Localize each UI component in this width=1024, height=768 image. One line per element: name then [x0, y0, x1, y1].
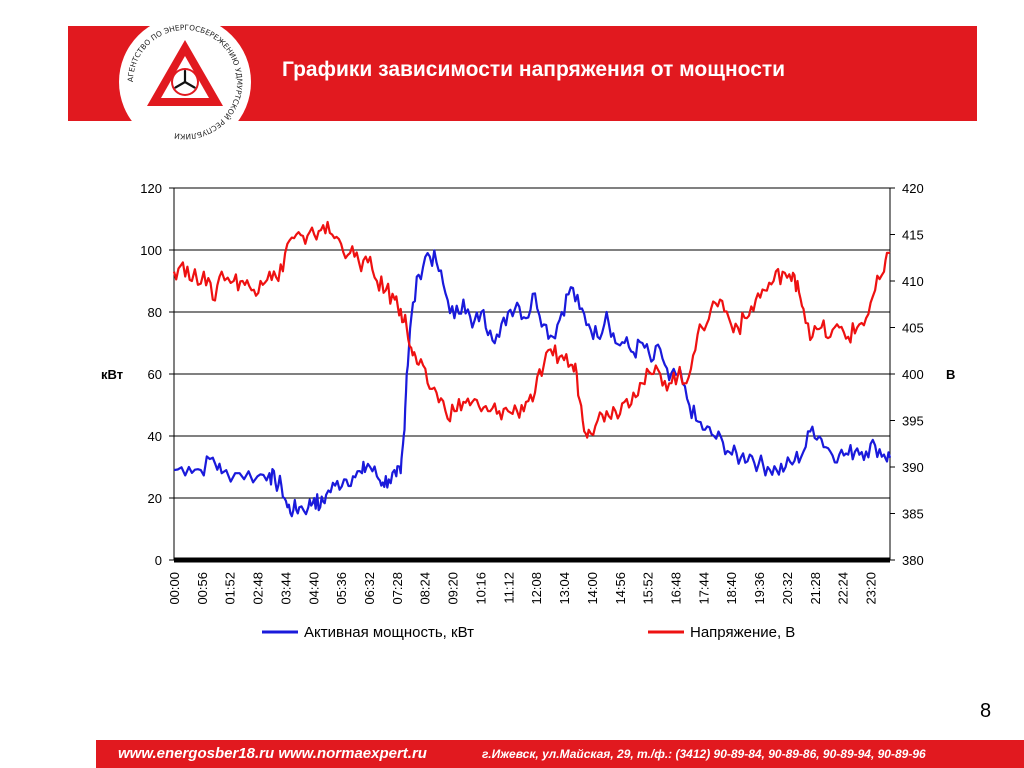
- footer-bar: www.energosber18.ru www.normaexpert.ru г…: [96, 740, 1024, 768]
- y-tick-label: 100: [140, 243, 162, 258]
- x-tick-label: 19:36: [752, 572, 767, 605]
- y-axis-label: кВт: [101, 367, 123, 382]
- voltage-power-chart: 0 20 40 60 80 100 120 380 385 390 395 400 405 410 415 4…: [101, 181, 955, 641]
- x-tick-label: 05:36: [334, 572, 349, 605]
- x-tick-label: 14:56: [613, 572, 628, 605]
- y2-tick-label: 410: [902, 274, 924, 289]
- footer-sites[interactable]: www.energosber18.ru www.normaexpert.ru: [118, 745, 427, 762]
- x-tick-label: 14:00: [585, 572, 600, 605]
- y-tick-label: 80: [148, 305, 162, 320]
- y-tick-label: 0: [155, 553, 162, 568]
- series-line-2: [172, 220, 891, 439]
- legend-label: Активная мощность, кВт: [304, 624, 474, 641]
- y2-tick-label: 415: [902, 228, 924, 243]
- y-tick-label: 20: [148, 491, 162, 506]
- agency-logo: АГЕНТСТВО ПО ЭНЕРГОСБЕРЕЖЕНИЮ УДМУРТСКОЙ…: [115, 12, 255, 152]
- x-tick-label: 22:24: [836, 572, 851, 605]
- x-tick-label: 13:04: [557, 572, 572, 605]
- x-tick-label: 15:52: [641, 572, 656, 605]
- series-line-1: [173, 249, 892, 518]
- y2-tick-label: 380: [902, 553, 924, 568]
- x-tick-label: 07:28: [390, 572, 405, 605]
- y2-tick-label: 390: [902, 460, 924, 475]
- y-tick-label: 40: [148, 429, 162, 444]
- x-tick-label: 10:16: [473, 572, 488, 605]
- y2-tick-label: 400: [902, 367, 924, 382]
- x-tick-label: 12:08: [529, 572, 544, 605]
- x-tick-label: 09:20: [446, 572, 461, 605]
- x-tick-label: 02:48: [251, 572, 266, 605]
- logo-emblem-icon: АГЕНТСТВО ПО ЭНЕРГОСБЕРЕЖЕНИЮ УДМУРТСКОЙ…: [119, 16, 251, 148]
- page-number: 8: [980, 700, 992, 722]
- x-tick-label: 03:44: [278, 572, 293, 605]
- y2-tick-label: 395: [902, 414, 924, 429]
- y-tick-label: 60: [148, 367, 162, 382]
- y2-axis-label: В: [946, 367, 955, 382]
- y2-tick-label: 405: [902, 321, 924, 336]
- page-title: Графики зависимости напряжения от мощнос…: [282, 58, 786, 81]
- x-tick-label: 00:00: [167, 572, 182, 605]
- footer-address: г.Ижевск, ул.Майская, 29, т./ф.: (3412) …: [482, 747, 926, 761]
- x-tick-label: 01:52: [223, 572, 238, 605]
- y-tick-label: 120: [140, 181, 162, 196]
- x-tick-label: 04:40: [306, 572, 321, 605]
- x-tick-label: 23:20: [863, 572, 878, 605]
- y2-tick-label: 385: [902, 507, 924, 522]
- x-tick-label: 00:56: [195, 572, 210, 605]
- legend-label: Напряжение, В: [690, 624, 795, 641]
- y2-tick-label: 420: [902, 181, 924, 196]
- x-tick-label: 17:44: [696, 572, 711, 605]
- x-tick-label: 16:48: [668, 572, 683, 605]
- x-tick-label: 20:32: [780, 572, 795, 605]
- x-tick-label: 08:24: [418, 572, 433, 605]
- x-tick-label: 21:28: [808, 572, 823, 605]
- x-tick-label: 18:40: [724, 572, 739, 605]
- x-tick-label: 06:32: [362, 572, 377, 605]
- x-tick-label: 11:12: [501, 572, 516, 604]
